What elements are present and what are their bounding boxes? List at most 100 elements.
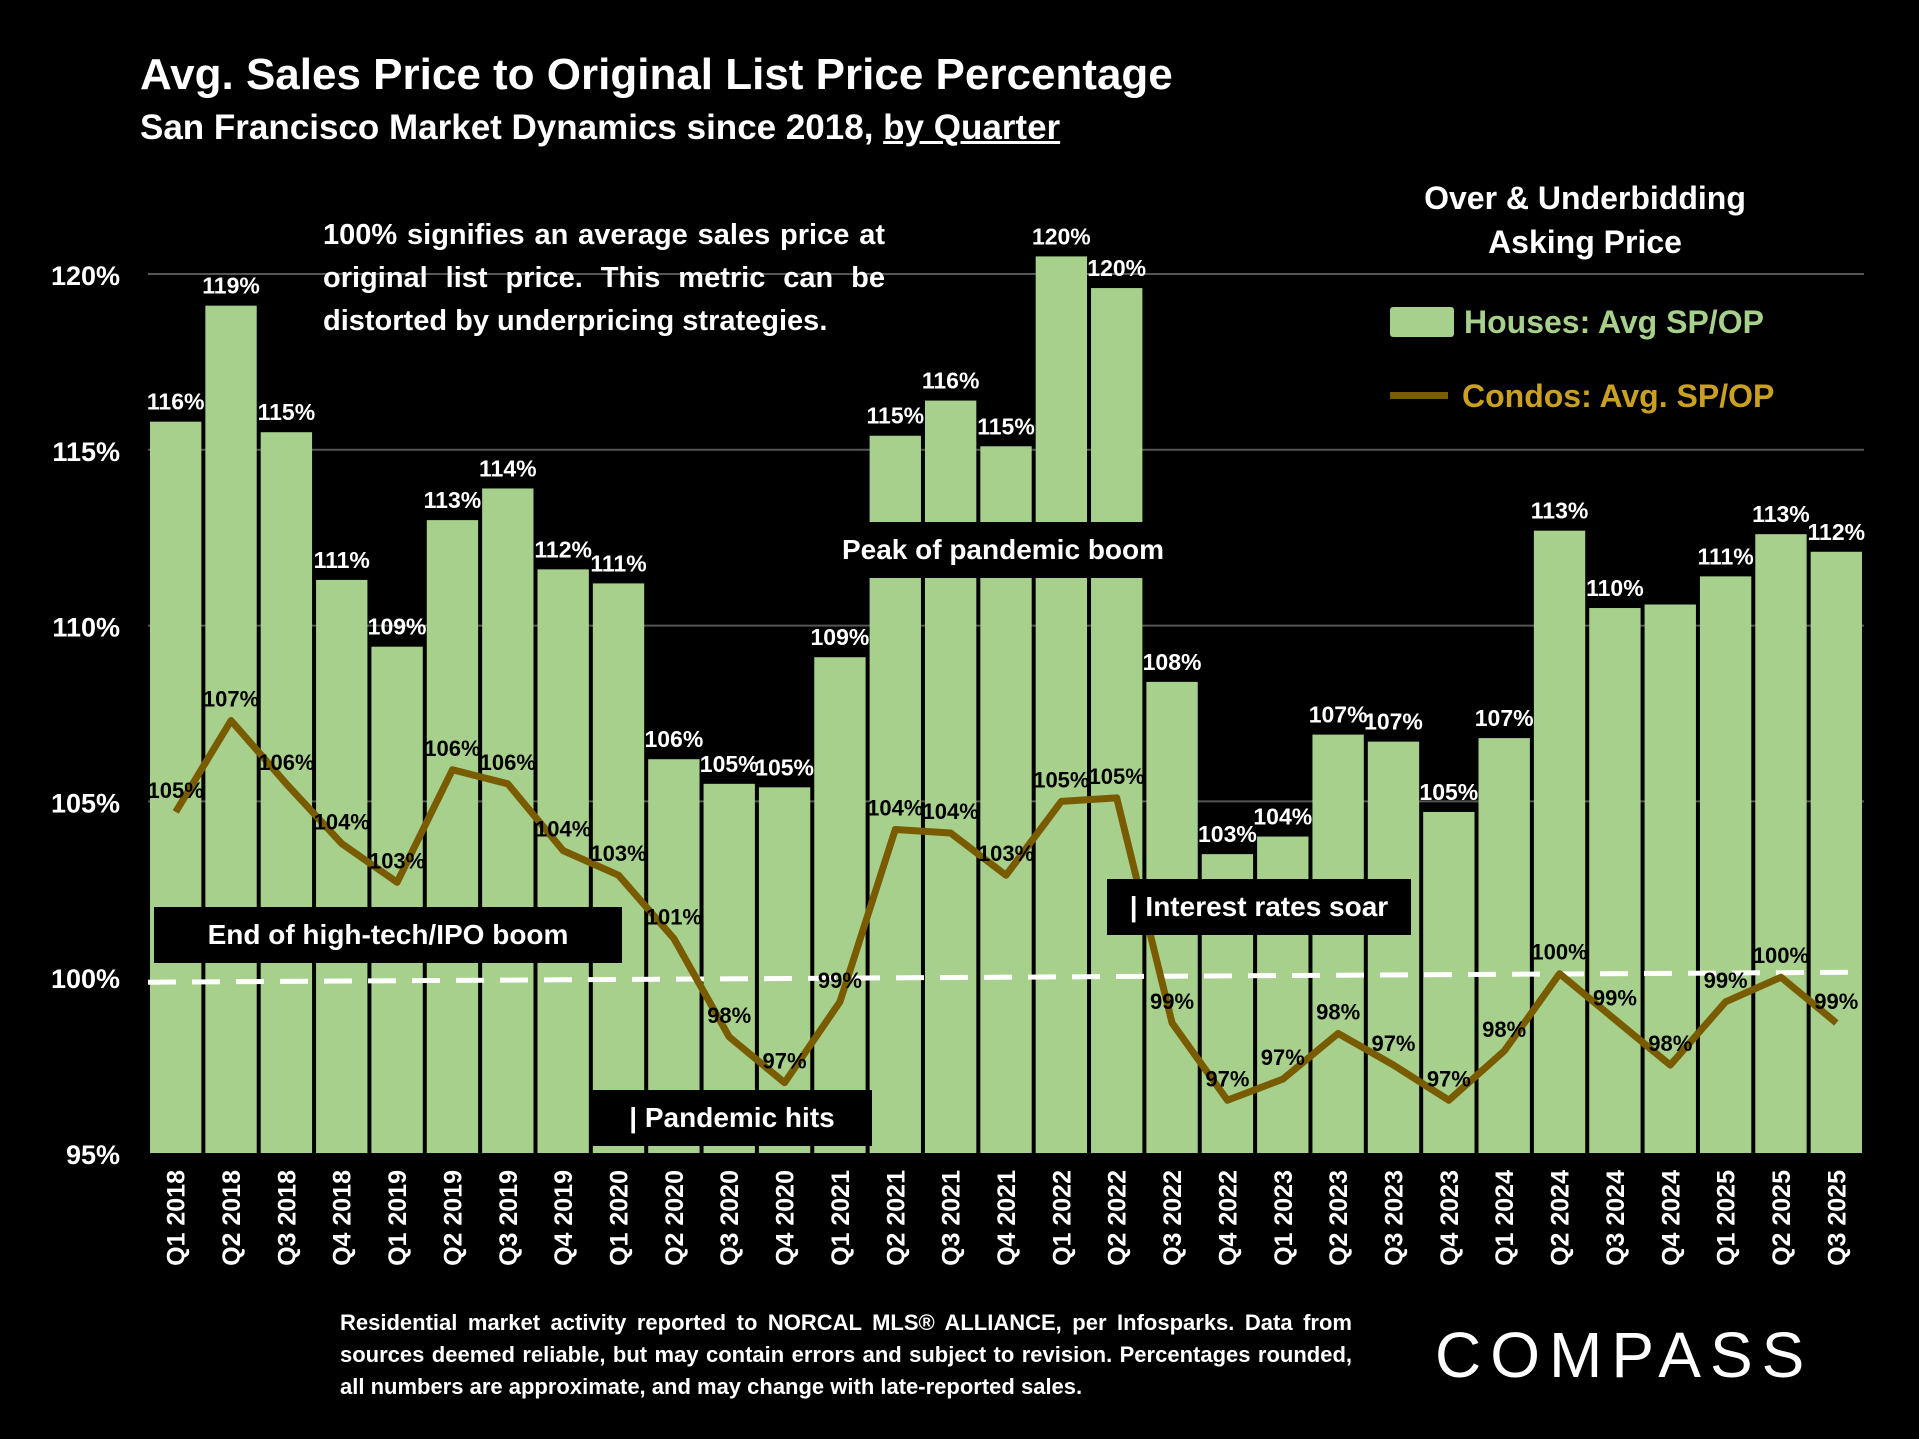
house-data-label: 106% — [644, 726, 703, 752]
house-data-label: 116% — [147, 389, 205, 415]
house-data-label: 105% — [700, 751, 759, 777]
house-data-label: 105% — [1419, 779, 1478, 805]
y-tick-label: 100% — [51, 964, 120, 994]
house-bar — [371, 646, 423, 1153]
x-tick-label: Q3 2022 — [1159, 1170, 1187, 1266]
condo-data-label: 97% — [1371, 1031, 1415, 1056]
y-tick-label: 110% — [52, 613, 120, 643]
house-data-label: 111% — [590, 550, 646, 576]
x-tick-label: Q4 2018 — [329, 1170, 357, 1266]
legend-houses-label: Houses: Avg SP/OP — [1464, 304, 1764, 340]
callout-ipo-boom: End of high-tech/IPO boom — [154, 907, 622, 963]
x-tick-label: Q3 2024 — [1602, 1170, 1630, 1266]
condo-data-label: 99% — [1814, 989, 1858, 1014]
house-data-label: 115% — [977, 413, 1035, 439]
condo-data-label: 101% — [646, 905, 702, 930]
chart-title: Avg. Sales Price to Original List Price … — [140, 50, 1173, 99]
condo-data-label: 105% — [1033, 767, 1089, 792]
x-tick-label: Q1 2018 — [163, 1170, 191, 1266]
condo-data-label: 103% — [978, 841, 1034, 866]
condo-data-label: 99% — [1150, 989, 1194, 1014]
x-tick-label: Q2 2023 — [1325, 1170, 1353, 1266]
house-data-label: 112% — [1808, 519, 1866, 545]
house-bar — [1589, 608, 1641, 1153]
x-tick-label: Q4 2021 — [993, 1170, 1021, 1266]
condo-data-label: 103% — [590, 841, 646, 866]
legend-houses: Houses: Avg SP/OP — [1390, 304, 1764, 341]
x-tick-label: Q1 2019 — [384, 1170, 412, 1266]
condo-line — [172, 717, 1839, 1104]
house-bar — [1755, 534, 1807, 1153]
callout-pandemic-hits: | Pandemic hits — [592, 1090, 872, 1146]
condo-data-label: 99% — [1593, 985, 1637, 1010]
condo-data-label: 104% — [314, 810, 370, 835]
x-tick-label: Q4 2023 — [1436, 1170, 1464, 1266]
x-tick-label: Q2 2024 — [1547, 1170, 1575, 1266]
house-bar — [205, 305, 257, 1153]
house-bar — [1367, 741, 1420, 1153]
callout-interest-rates: | Interest rates soar — [1107, 879, 1411, 935]
house-bar — [1644, 604, 1696, 1153]
house-data-label: 112% — [534, 536, 592, 562]
house-data-label: 110% — [1586, 575, 1644, 601]
house-bar — [814, 657, 866, 1153]
house-bar — [1035, 256, 1088, 1153]
house-data-label: 105% — [755, 754, 814, 780]
reference-line-100 — [147, 969, 1865, 985]
house-bar — [1533, 530, 1586, 1153]
x-tick-label: Q2 2020 — [661, 1170, 689, 1266]
house-bar — [1699, 576, 1752, 1153]
footnote: Residential market activity reported to … — [340, 1310, 1352, 1399]
house-data-label: 109% — [811, 624, 870, 650]
condo-data-label: 98% — [1648, 1031, 1692, 1056]
condo-data-label: 106% — [424, 736, 480, 761]
house-bar — [426, 520, 479, 1153]
condo-data-label: 99% — [818, 968, 862, 993]
x-tick-label: Q3 2023 — [1380, 1170, 1408, 1266]
condo-data-label: 98% — [707, 1003, 751, 1028]
condo-data-label: 104% — [867, 796, 923, 821]
house-bar — [1478, 738, 1530, 1153]
legend-houses-swatch — [1390, 307, 1454, 337]
condo-data-label: 105% — [1089, 764, 1145, 789]
legend-title: Over & Underbidding Asking Price — [1424, 180, 1746, 260]
house-data-label: 111% — [1697, 543, 1753, 569]
condo-data-label: 100% — [1753, 943, 1809, 968]
x-tick-label: Q3 2020 — [716, 1170, 744, 1266]
condo-data-label: 107% — [203, 687, 259, 712]
x-tick-label: Q1 2024 — [1491, 1170, 1519, 1266]
house-data-label: 120% — [1032, 223, 1091, 249]
house-bar — [648, 759, 700, 1153]
condo-data-label: 98% — [1316, 999, 1360, 1024]
x-tick-label: Q1 2022 — [1048, 1170, 1076, 1266]
house-data-label: 115% — [258, 399, 316, 425]
house-data-label: 109% — [368, 614, 427, 640]
condo-data-label: 99% — [1704, 968, 1748, 993]
house-bar — [924, 400, 977, 1153]
house-data-label: 119% — [202, 273, 260, 299]
house-data-label: 108% — [1143, 649, 1202, 675]
x-tick-label: Q4 2019 — [550, 1170, 578, 1266]
x-tick-label: Q1 2021 — [827, 1170, 855, 1266]
x-tick-label: Q2 2025 — [1768, 1170, 1796, 1266]
condo-data-label: 97% — [1261, 1045, 1305, 1070]
house-bar — [1312, 734, 1364, 1153]
house-bar — [482, 488, 534, 1153]
explanatory-note: 100% signifies an average sales price at… — [323, 219, 885, 337]
x-tick-label: Q3 2019 — [495, 1170, 523, 1266]
condo-data-label: 97% — [1427, 1066, 1471, 1091]
condo-data-label: 106% — [258, 750, 314, 775]
house-data-label: 111% — [314, 547, 370, 573]
x-tick-label: Q2 2019 — [439, 1170, 467, 1266]
condo-data-label: 98% — [1482, 1017, 1526, 1042]
house-data-label: 114% — [479, 455, 537, 481]
house-data-label: 120% — [1087, 255, 1146, 281]
condo-data-label: 97% — [763, 1049, 807, 1074]
house-data-label: 113% — [1531, 498, 1589, 524]
x-tick-label: Q2 2022 — [1104, 1170, 1132, 1266]
house-bar — [1091, 288, 1143, 1154]
callout-pandemic-peak: Peak of pandemic boom — [833, 522, 1173, 578]
house-bar — [260, 432, 313, 1154]
chart-subtitle: San Francisco Market Dynamics since 2018… — [140, 108, 1060, 148]
